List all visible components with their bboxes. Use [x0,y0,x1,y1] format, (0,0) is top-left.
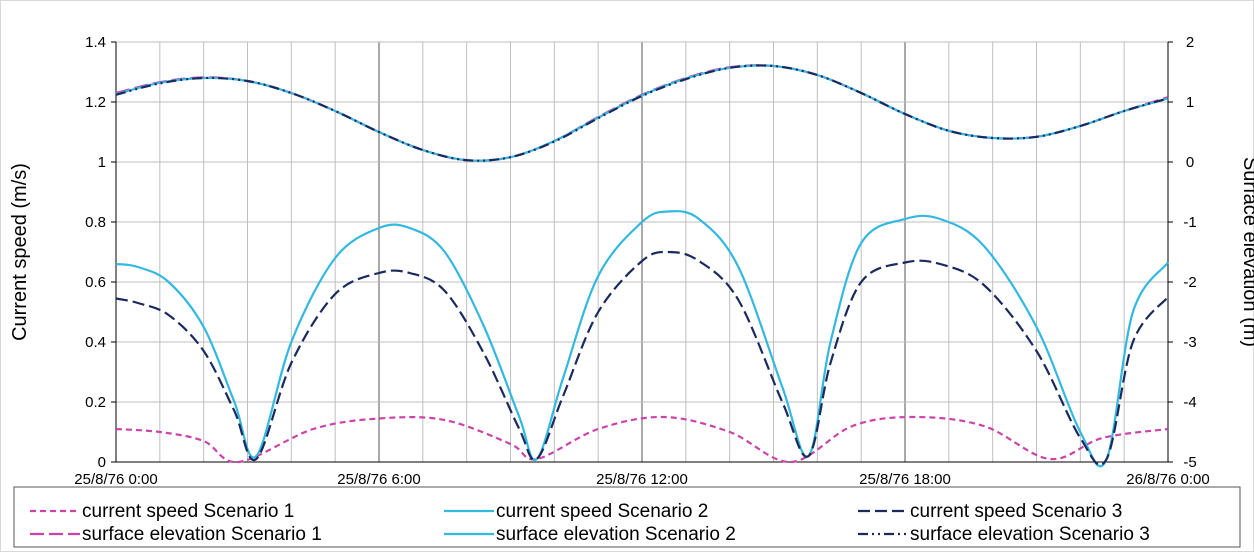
series-line-1 [115,415,1169,464]
y-right-tick-label: -4 [1183,394,1196,411]
y-left-tick-label: 0.2 [85,394,106,411]
legend-item-label: surface elevation Scenario 3 [910,524,1150,545]
series-line-2 [115,210,1169,468]
y-left-tick-label: 1.4 [85,34,106,51]
x-tick-label: 25/8/76 12:00 [596,471,688,488]
legend-box [13,486,1241,548]
legend-item-label: current speed Scenario 1 [82,501,294,522]
y-right-tick-labels: -5 -4 -3 -2 -1 0 1 2 [1168,34,1197,471]
series-layer [115,64,1169,468]
y-axis-left-title: Current speed (m/s) [9,163,31,341]
legend-item-label: current speed Scenario 3 [910,501,1122,522]
y-right-tick-label: -1 [1183,214,1196,231]
x-tick-label: 25/8/76 0:00 [74,471,157,488]
legend-item-label: surface elevation Scenario 2 [496,524,736,545]
legend-item-label: current speed Scenario 2 [496,501,708,522]
y-right-tick-label: -5 [1183,454,1196,471]
y-left-tick-label: 0.6 [85,274,106,291]
y-left-tick-label: 0.8 [85,214,106,231]
y-right-tick-label: 0 [1186,154,1194,171]
x-tick-labels: 25/8/76 0:00 25/8/76 6:00 25/8/76 12:00 25/… [74,471,1209,488]
y-left-tick-label: 0 [98,454,106,471]
y-right-tick-label: 2 [1186,34,1194,51]
series-line-3 [115,250,1169,467]
legend-item-label: surface elevation Scenario 1 [82,524,322,545]
y-right-tick-label: -2 [1183,274,1196,291]
series-line-6 [115,64,1169,162]
y-axis-right-title: Surface elevation (m) [1239,157,1254,347]
y-right-tick-label: -3 [1183,334,1196,351]
legend: current speed Scenario 1 current speed Sc… [13,486,1241,548]
plot-frame [115,42,1169,463]
y-right-tick-label: 1 [1186,94,1194,111]
y-left-tick-label: 0.4 [85,334,106,351]
x-tick-label: 25/8/76 18:00 [859,471,951,488]
x-tick-label: 25/8/76 6:00 [337,471,420,488]
y-left-tick-labels: 0 0.2 0.4 0.6 0.8 1 1.2 1.4 [85,34,116,471]
y-left-tick-label: 1.2 [85,94,106,111]
y-left-tick-label: 1 [98,154,106,171]
x-tick-label: 26/8/76 0:00 [1126,471,1209,488]
